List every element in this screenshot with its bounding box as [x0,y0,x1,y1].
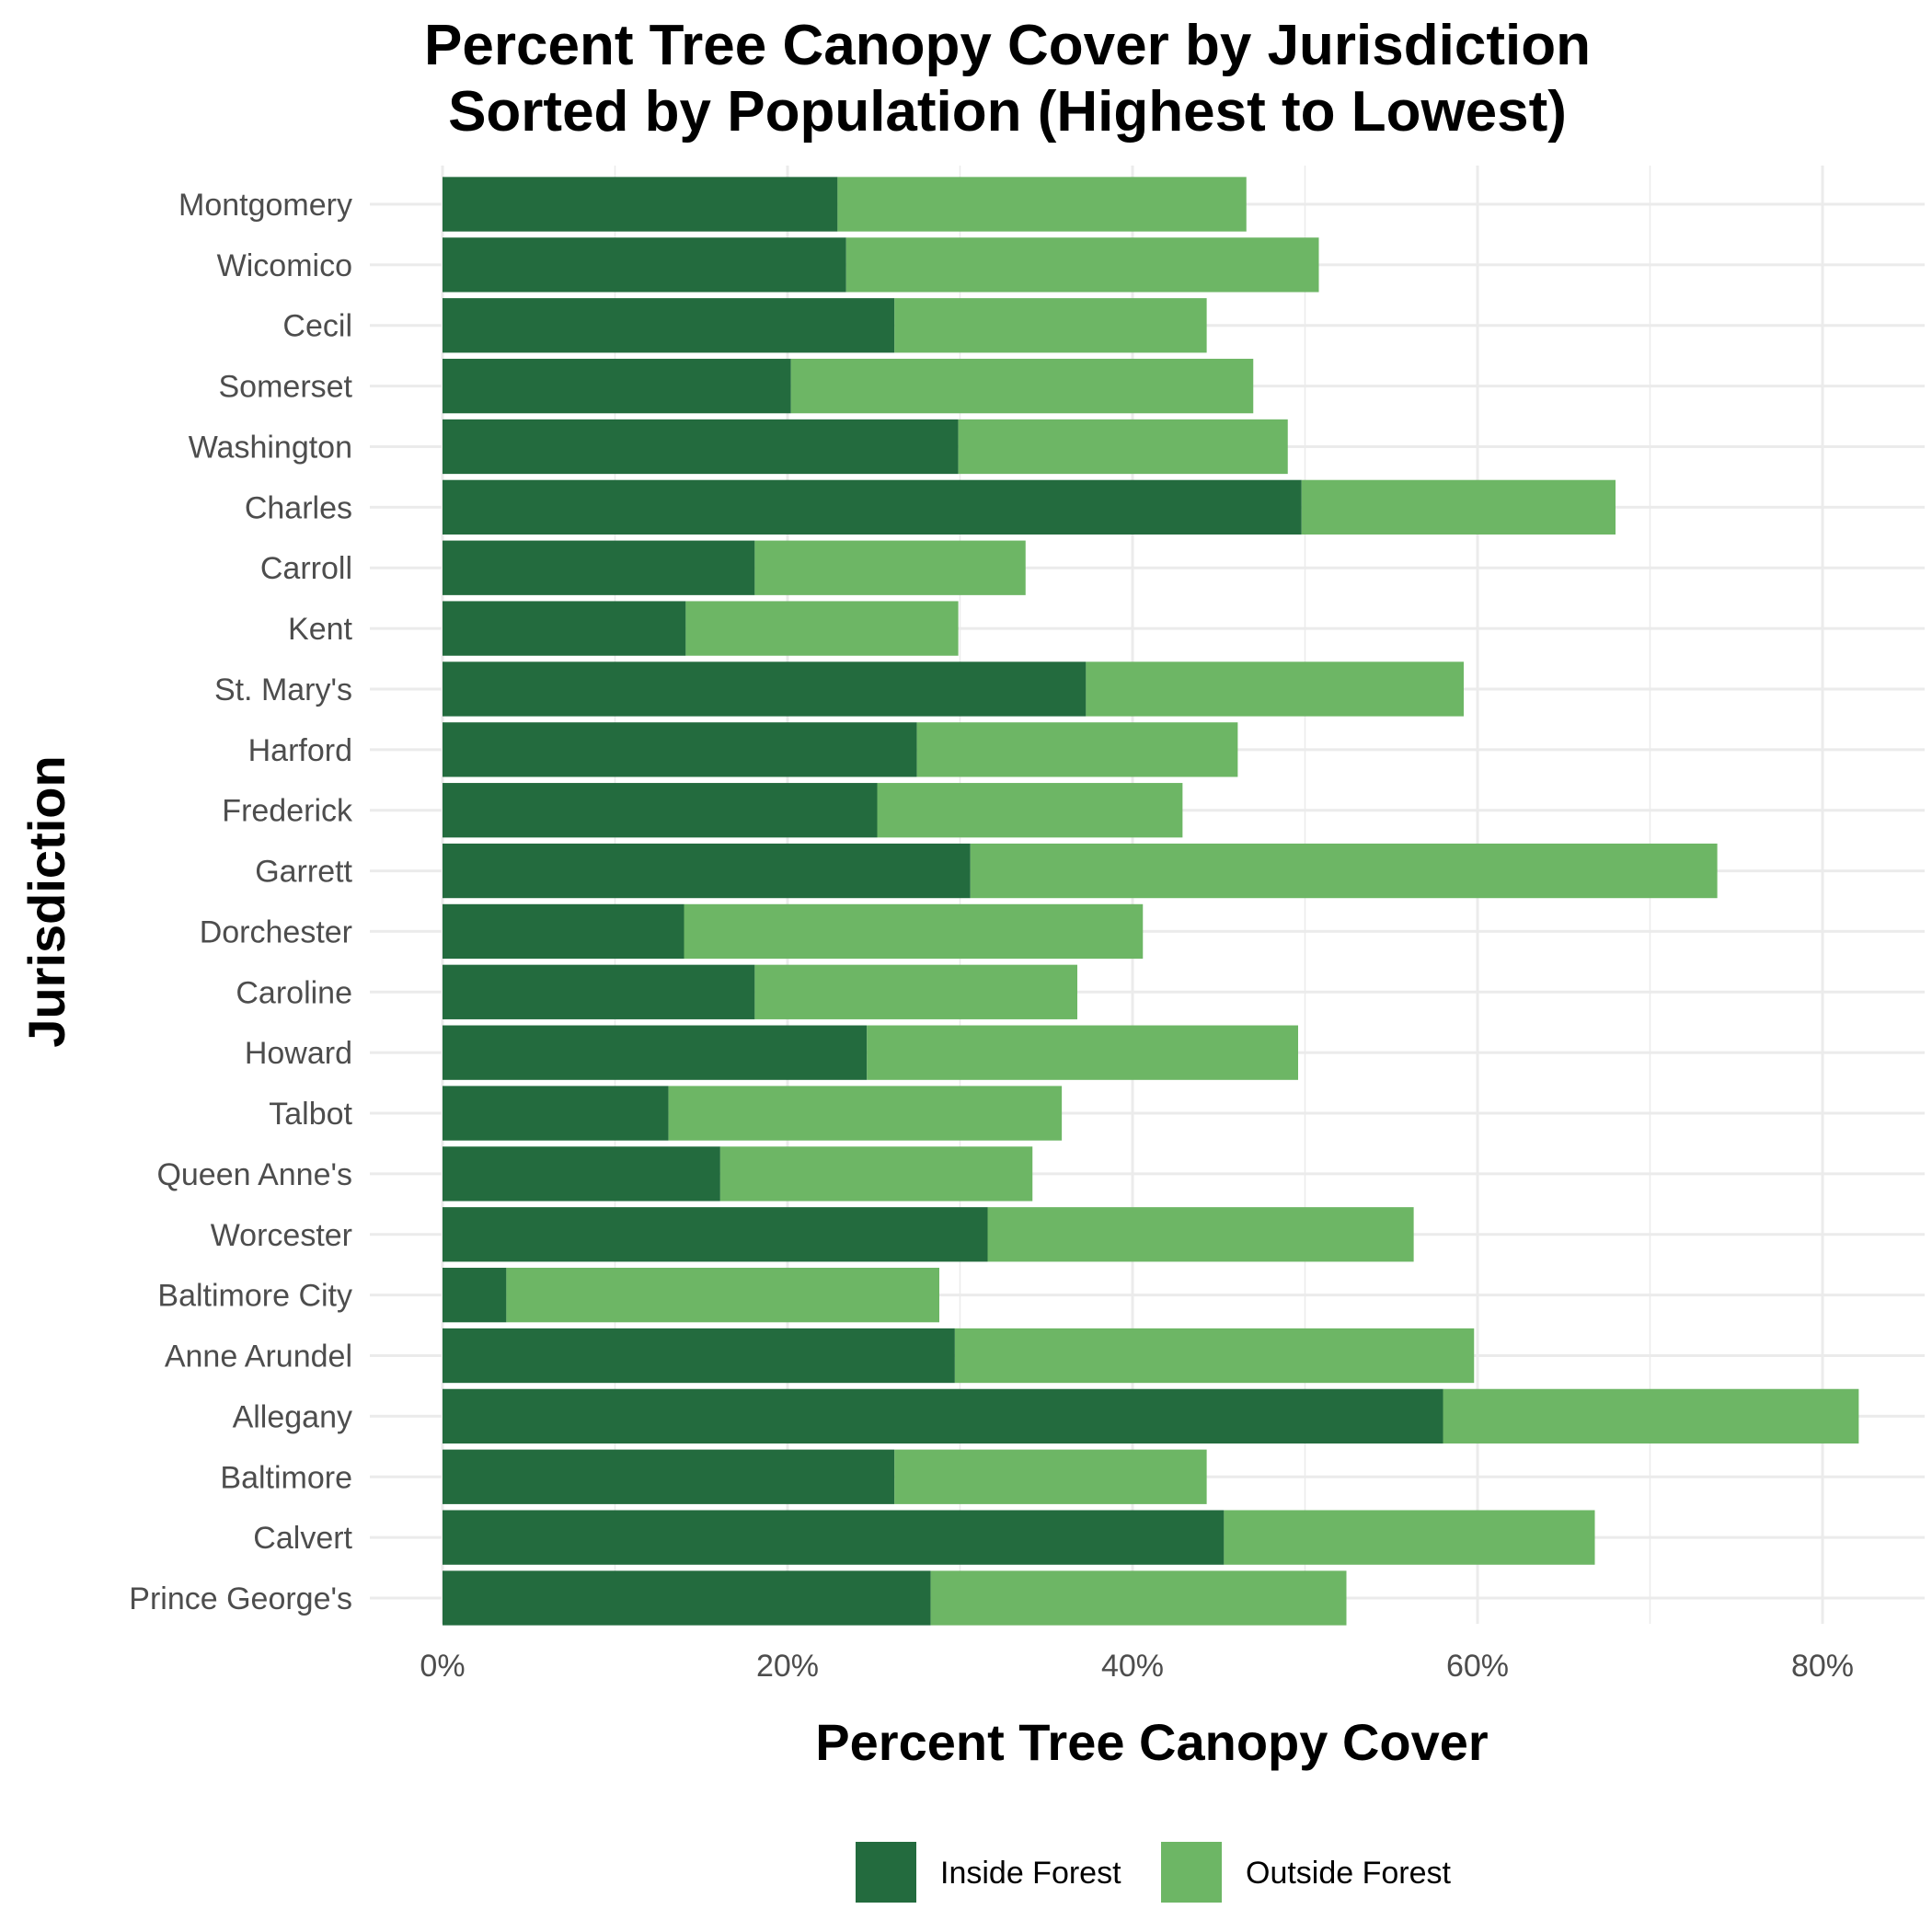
bar-outside-forest [506,1268,939,1323]
y-tick-label: Frederick [222,794,353,829]
bar-inside-forest [443,298,895,353]
bar-inside-forest [443,843,971,899]
y-tick-label: Charles [245,490,352,525]
bar-inside-forest [443,1328,955,1384]
y-axis-tick-labels: Montgomery Wicomico Cecil Somerset Washingto… [129,188,353,1616]
y-tick-label: Somerset [219,370,353,405]
bar-outside-forest [754,540,1026,595]
legend-label-outside-forest: Outside Forest [1246,1856,1452,1891]
bar-outside-forest [916,722,1238,777]
bar-inside-forest [443,1025,868,1080]
bar-inside-forest [443,903,684,960]
bar-outside-forest [1443,1388,1859,1444]
y-tick-label: Garrett [255,855,352,890]
y-tick-label: Worcester [211,1218,352,1253]
bar-outside-forest [894,298,1207,353]
y-tick-label: Baltimore [220,1460,352,1495]
bar-inside-forest [443,1086,669,1141]
chart-title: Percent Tree Canopy Cover by Jurisdictio… [424,14,1591,77]
bar-outside-forest [684,903,1144,960]
bar-outside-forest [845,237,1319,293]
bar-outside-forest [1086,661,1464,717]
y-tick-label: Calvert [253,1521,352,1556]
bar-outside-forest [958,419,1288,475]
legend: Inside Forest Outside Forest [856,1842,1452,1903]
bar-outside-forest [685,601,959,656]
x-axis-tick-labels: 0% 20% 40% 60% 80% [420,1649,1854,1684]
bar-inside-forest [443,540,755,595]
y-tick-label: Allegany [233,1399,352,1434]
bar-inside-forest [443,1388,1443,1444]
bar-inside-forest [443,783,878,838]
y-tick-label: Baltimore City [157,1279,352,1314]
y-tick-label: Montgomery [178,188,352,223]
bar-outside-forest [668,1086,1063,1141]
y-tick-label: Washington [189,430,352,465]
x-axis-title: Percent Tree Canopy Cover [815,1713,1488,1771]
y-axis-title: Jurisdiction [17,755,75,1047]
x-tick-label: 20% [756,1649,819,1684]
bar-inside-forest [443,1146,720,1202]
legend-swatch-outside-forest [1161,1842,1222,1903]
bar-outside-forest [930,1570,1347,1626]
bar-outside-forest [1224,1510,1595,1565]
bar-inside-forest [443,1207,988,1262]
bar-inside-forest [443,1570,931,1626]
bar-outside-forest [790,358,1254,414]
bar-outside-forest [1301,479,1616,535]
y-tick-label: Prince George's [129,1581,352,1616]
y-tick-label: Carroll [260,551,352,586]
x-tick-label: 0% [420,1649,465,1684]
bar-outside-forest [754,964,1077,1019]
y-tick-label: Talbot [269,1097,352,1132]
bar-outside-forest [837,177,1247,232]
bar-inside-forest [443,419,959,475]
y-tick-label: Cecil [282,309,352,344]
bar-inside-forest [443,1449,895,1504]
y-tick-label: Wicomico [217,248,352,283]
y-tick-label: Caroline [236,975,352,1010]
y-tick-label: Queen Anne's [156,1157,352,1192]
bar-outside-forest [719,1146,1033,1202]
y-tick-label: Dorchester [200,914,352,949]
bar-inside-forest [443,177,838,232]
bar-inside-forest [443,479,1302,535]
bar-outside-forest [954,1328,1475,1384]
bar-inside-forest [443,601,686,656]
bar-inside-forest [443,1510,1225,1565]
x-tick-label: 40% [1101,1649,1164,1684]
bar-inside-forest [443,722,917,777]
legend-swatch-inside-forest [856,1842,916,1903]
bar-inside-forest [443,964,755,1019]
y-tick-label: Howard [245,1036,352,1071]
bar-outside-forest [867,1025,1298,1080]
bar-outside-forest [987,1207,1414,1262]
bar-inside-forest [443,1268,507,1323]
bars [443,177,1859,1626]
bar-inside-forest [443,661,1087,717]
bar-inside-forest [443,358,791,414]
y-tick-label: Harford [248,733,352,768]
bar-outside-forest [894,1449,1207,1504]
bar-inside-forest [443,237,846,293]
y-tick-label: Anne Arundel [165,1340,352,1374]
y-tick-label: St. Mary's [214,673,352,707]
legend-label-inside-forest: Inside Forest [940,1856,1121,1891]
y-tick-label: Kent [288,612,352,647]
bar-outside-forest [970,843,1718,899]
bar-outside-forest [877,783,1183,838]
chart-subtitle: Sorted by Population (Highest to Lowest) [448,80,1567,144]
x-tick-label: 60% [1446,1649,1509,1684]
x-tick-label: 80% [1791,1649,1854,1684]
